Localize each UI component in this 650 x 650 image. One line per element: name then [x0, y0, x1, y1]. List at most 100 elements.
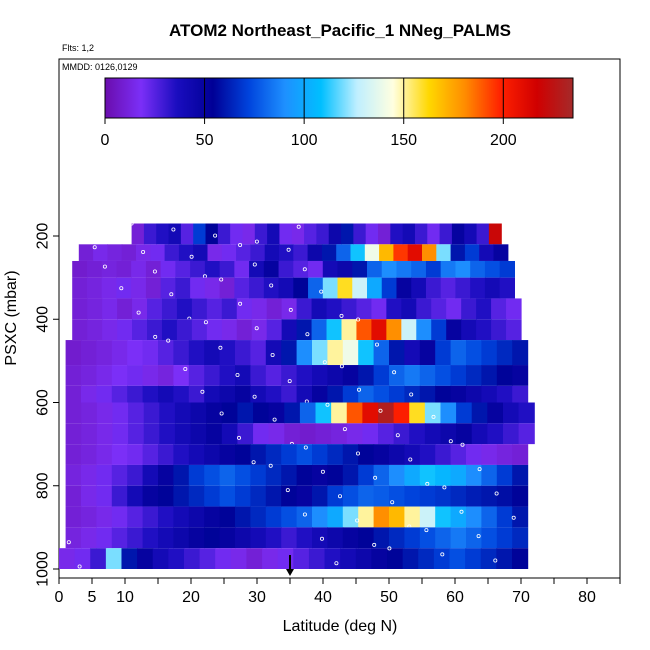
heatmap-cell	[362, 402, 379, 424]
heatmap-cell	[131, 260, 147, 278]
sample-point	[477, 467, 482, 472]
heatmap-cell	[315, 402, 332, 424]
sample-point	[337, 494, 342, 499]
heatmap-cell	[496, 464, 513, 486]
heatmap-cell	[358, 365, 375, 386]
heatmap-cell	[293, 260, 309, 278]
heatmap-cell	[312, 444, 328, 465]
heatmap-cell	[311, 319, 328, 341]
heatmap-cell	[342, 527, 359, 549]
heatmap-cell	[72, 319, 88, 341]
heatmap-cell	[96, 444, 113, 465]
heatmap-cell	[250, 464, 267, 486]
heatmap-cell	[308, 277, 324, 299]
heatmap-cell	[419, 340, 436, 366]
heatmap-cell	[327, 365, 344, 386]
heatmap-cell	[96, 464, 113, 486]
heatmap-cell	[281, 485, 298, 507]
heatmap-cell	[419, 444, 436, 465]
heatmap-cell	[402, 548, 419, 569]
sample-point	[287, 379, 292, 384]
heatmap-cell	[102, 298, 118, 320]
heatmap-cell	[268, 423, 285, 445]
heatmap-cell	[316, 223, 330, 245]
heatmap-cell	[281, 506, 298, 528]
heatmap-cell	[311, 298, 328, 320]
heatmap-cell	[455, 277, 471, 299]
sample-point	[493, 558, 498, 563]
heatmap-cell	[456, 402, 473, 424]
heatmap-cell	[449, 548, 466, 569]
sample-point	[425, 481, 430, 486]
sample-point	[459, 509, 464, 514]
heatmap-cell	[481, 464, 498, 486]
heatmap-cell	[158, 444, 174, 465]
sample-point	[235, 372, 240, 377]
heatmap-cell	[156, 223, 170, 245]
sample-point	[448, 439, 453, 444]
heatmap-cell	[235, 385, 251, 403]
heatmap-cell	[74, 548, 91, 569]
heatmap-cell	[424, 402, 442, 424]
heatmap-cell	[142, 340, 159, 366]
heatmap-cell	[496, 527, 513, 549]
heatmap-cell	[512, 506, 529, 528]
heatmap-cell	[502, 402, 520, 424]
heatmap-cell	[142, 385, 159, 403]
heatmap-cell	[435, 340, 452, 366]
heatmap-cell	[237, 402, 254, 424]
heatmap-cell	[450, 244, 466, 261]
heatmap-cell	[158, 385, 174, 403]
sample-point	[119, 286, 124, 291]
heatmap-cell	[143, 223, 157, 245]
heatmap-cell	[419, 385, 436, 403]
heatmap-cell	[131, 223, 145, 245]
heatmap-cell	[512, 464, 529, 486]
heatmap-cell	[312, 506, 328, 528]
heatmap-cell	[496, 485, 513, 507]
heatmap-cell	[230, 223, 244, 245]
heatmap-cell	[466, 444, 482, 465]
heatmap-cell	[221, 319, 238, 341]
heatmap-cell	[450, 527, 467, 549]
heatmap-cell	[358, 385, 375, 403]
heatmap-cell	[143, 423, 160, 445]
y-tick-label: 1000	[35, 551, 52, 587]
sample-point	[183, 366, 188, 371]
heatmap-cell	[476, 319, 492, 341]
heatmap-cell	[150, 244, 166, 261]
sample-point	[219, 411, 224, 416]
sample-point	[136, 310, 141, 315]
heatmap-cell	[249, 277, 265, 299]
heatmap-cell	[250, 365, 267, 386]
heatmap-cell	[404, 464, 421, 486]
sample-point	[200, 389, 205, 394]
sample-point	[325, 402, 330, 407]
heatmap-cell	[350, 244, 366, 261]
heatmap-cell	[265, 444, 282, 465]
heatmap-cell	[266, 298, 283, 320]
heatmap-cell	[204, 385, 221, 403]
heatmap-cell	[173, 385, 190, 403]
heatmap-cell	[105, 548, 123, 569]
heatmap-cell	[219, 464, 236, 486]
heatmap-cell	[450, 385, 467, 403]
heatmap-cell	[404, 340, 421, 366]
heatmap-cell	[455, 260, 471, 278]
heatmap-cell	[326, 319, 343, 341]
heatmap-cell	[296, 319, 313, 341]
colorbar-tick-label: 200	[490, 132, 517, 149]
heatmap-cell	[121, 548, 138, 569]
heatmap-cell	[358, 485, 375, 507]
heatmap-cell	[128, 423, 145, 445]
heatmap-cell	[221, 423, 239, 445]
heatmap-cell	[235, 506, 251, 528]
heatmap-cell	[481, 340, 498, 366]
heatmap-cell	[450, 365, 467, 386]
heatmap-cell	[312, 365, 328, 386]
heatmap-cell	[358, 340, 375, 366]
sample-point	[392, 370, 397, 375]
heatmap-cell	[327, 485, 344, 507]
heatmap-cell	[65, 444, 82, 465]
heatmap-cell	[296, 365, 313, 386]
